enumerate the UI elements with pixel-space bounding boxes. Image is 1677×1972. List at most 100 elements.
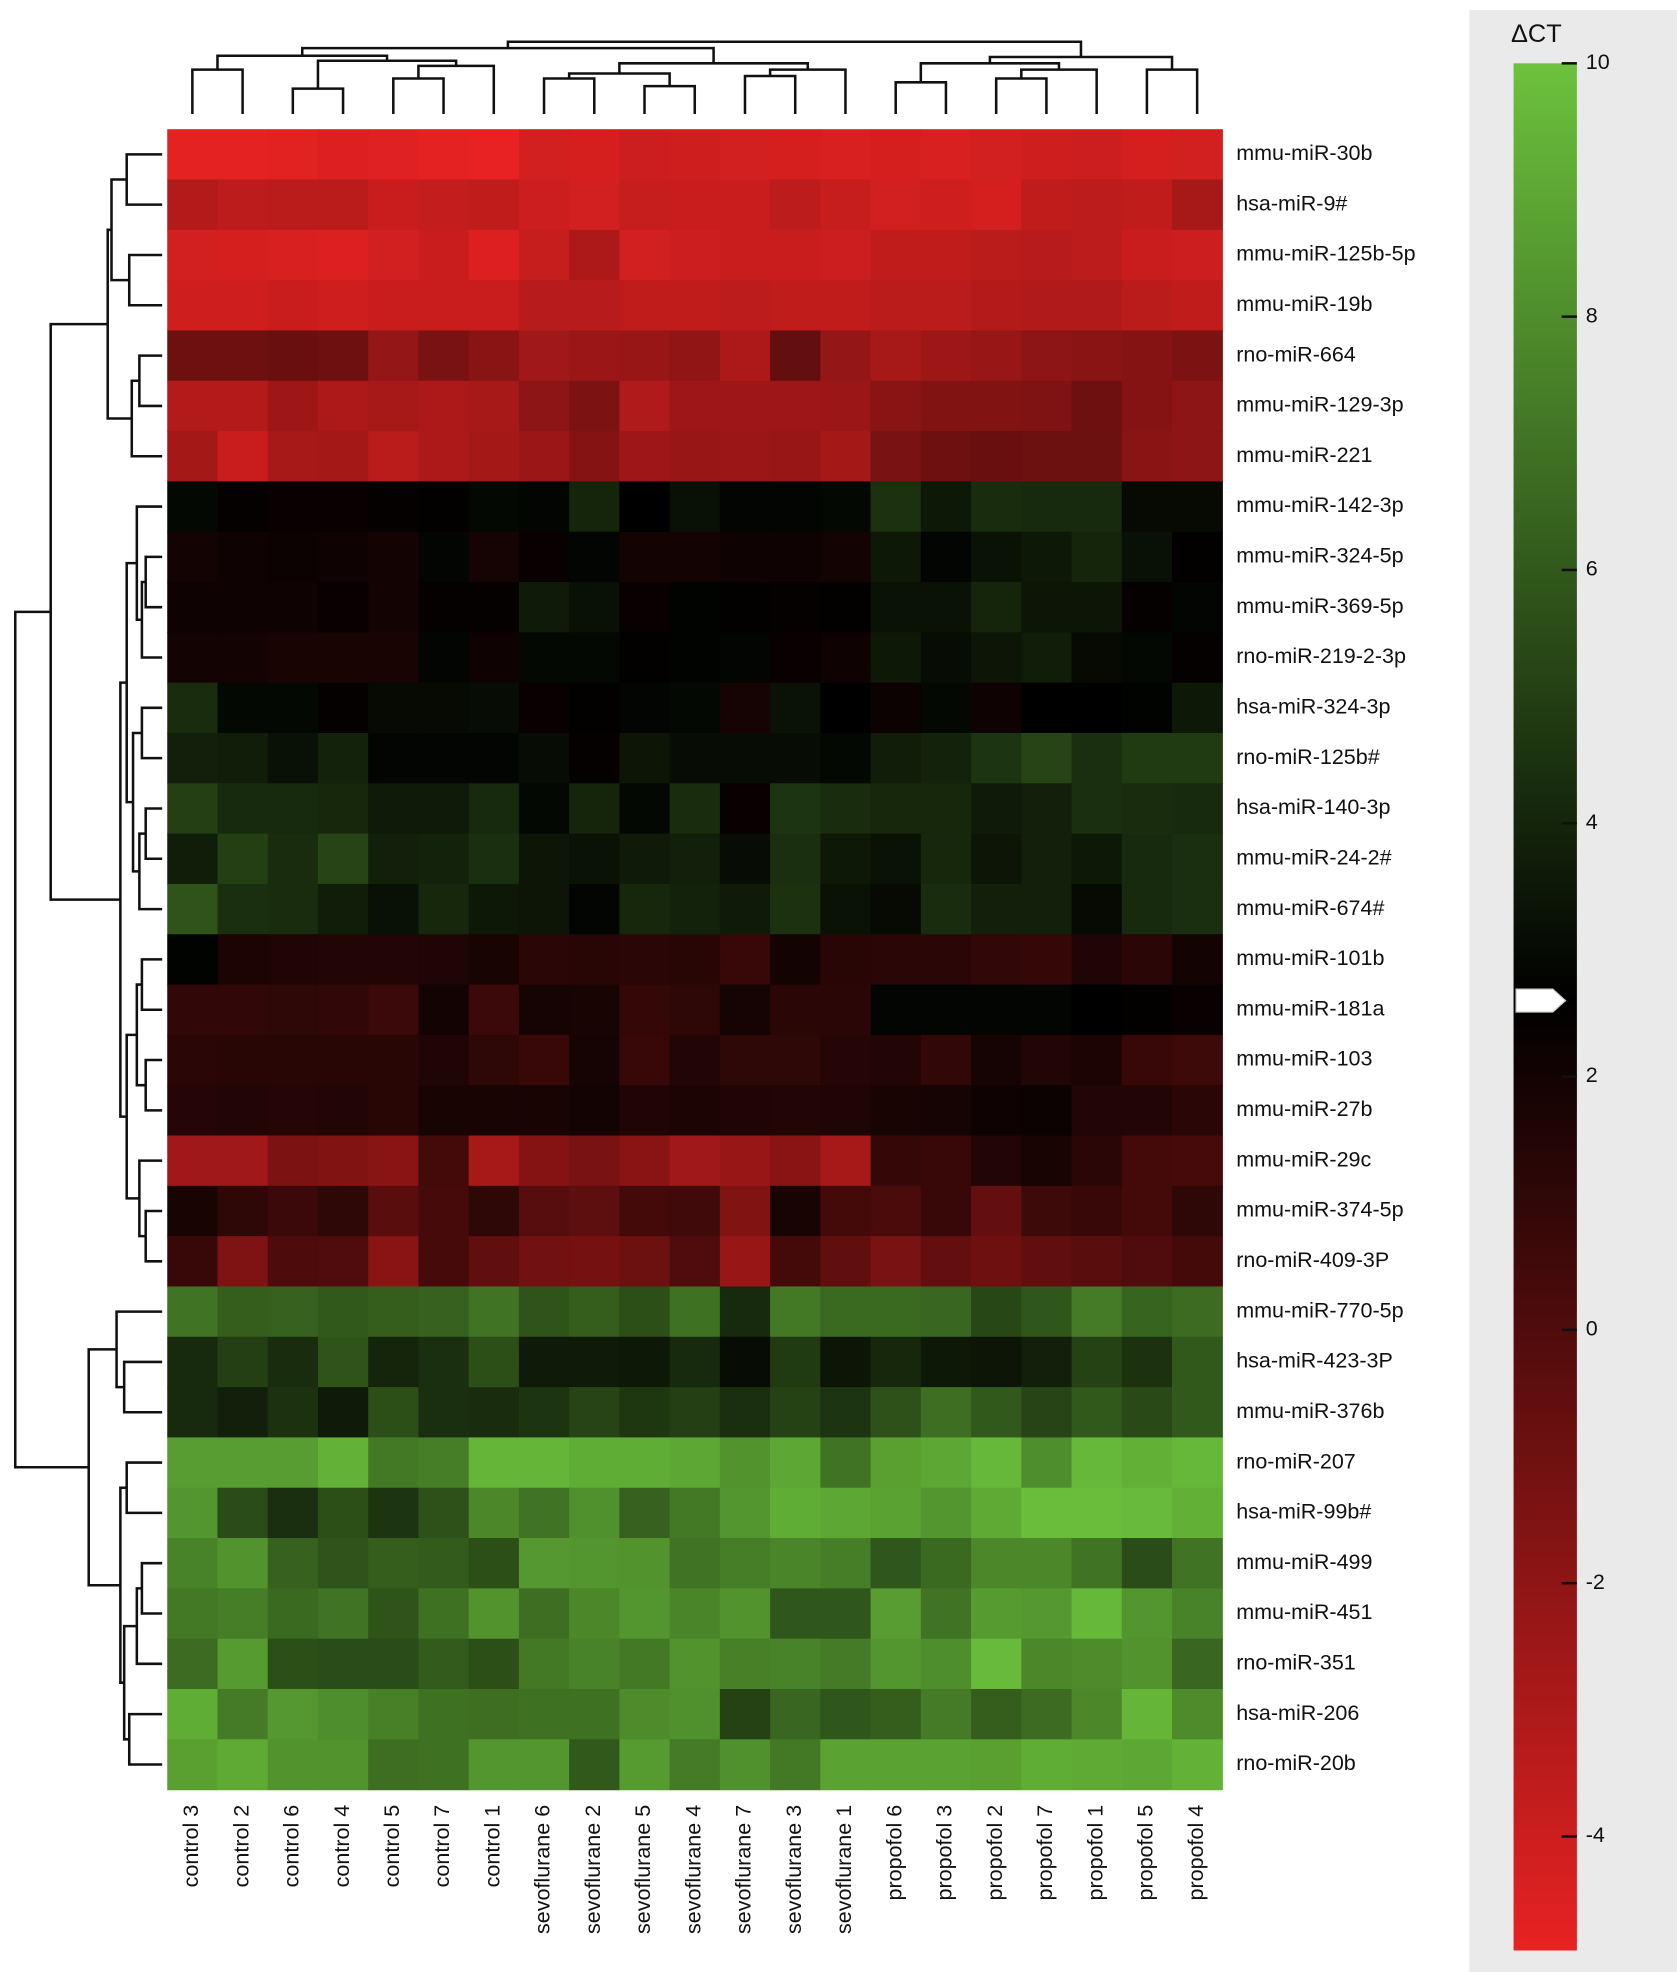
dendrogram-branch xyxy=(1020,68,1098,114)
heatmap-cell xyxy=(1172,380,1223,432)
heatmap-cell xyxy=(820,1185,872,1237)
heatmap-cell xyxy=(1071,1538,1123,1589)
heatmap-cell xyxy=(870,1638,922,1690)
heatmap-cell xyxy=(820,1688,872,1740)
heatmap-cell xyxy=(1121,1185,1173,1237)
heatmap-cell xyxy=(669,732,721,784)
heatmap-cell xyxy=(418,229,470,281)
heatmap-cell xyxy=(217,1034,269,1086)
heatmap-cell xyxy=(870,531,922,583)
heatmap-cell xyxy=(870,1286,922,1338)
heatmap-cell xyxy=(167,431,219,483)
heatmap-cell xyxy=(368,380,420,432)
heatmap-cell xyxy=(167,531,219,583)
heatmap-cell xyxy=(1021,280,1073,332)
heatmap-cell xyxy=(468,1538,520,1589)
heatmap-cell xyxy=(1071,1236,1123,1288)
heatmap-cell xyxy=(368,481,420,533)
heatmap-cell xyxy=(820,229,872,281)
heatmap-cell xyxy=(317,682,369,734)
heatmap-cell xyxy=(719,1085,771,1137)
heatmap-cell xyxy=(518,1437,570,1489)
heatmap-cell xyxy=(317,380,369,432)
heatmap-cell xyxy=(1121,934,1173,986)
heatmap-cell xyxy=(1021,129,1073,181)
heatmap-cell xyxy=(468,833,520,885)
heatmap-cell xyxy=(870,833,922,885)
heatmap-cell xyxy=(1172,1336,1223,1388)
heatmap-cell xyxy=(669,481,721,533)
heatmap-cell xyxy=(669,1387,721,1439)
heatmap-cell xyxy=(267,682,319,734)
heatmap-cell xyxy=(971,129,1022,181)
heatmap-cell xyxy=(719,732,771,784)
heatmap-cell xyxy=(1121,229,1173,281)
heatmap-cell xyxy=(1021,229,1073,281)
heatmap-cell xyxy=(317,783,369,835)
row-label: mmu-miR-24-2# xyxy=(1236,845,1391,869)
heatmap-cell xyxy=(820,431,872,483)
heatmap-cell xyxy=(971,531,1022,583)
heatmap-cell xyxy=(518,129,570,181)
heatmap-cell xyxy=(770,330,821,382)
heatmap-cell xyxy=(719,783,771,835)
heatmap-cell xyxy=(870,1739,922,1791)
heatmap-cell xyxy=(1021,732,1073,784)
heatmap-cell xyxy=(418,783,470,835)
heatmap-cell xyxy=(820,1286,872,1338)
heatmap-cell xyxy=(971,1085,1022,1137)
heatmap-cell xyxy=(920,280,972,332)
heatmap-cell xyxy=(317,229,369,281)
heatmap-cell xyxy=(920,330,972,382)
heatmap-cell xyxy=(518,1135,570,1187)
colorbar-tick-label: 6 xyxy=(1586,557,1598,581)
heatmap-cell xyxy=(820,330,872,382)
dendrogram-branch xyxy=(144,1209,163,1263)
heatmap-cell xyxy=(167,1538,219,1589)
heatmap-cell xyxy=(167,682,219,734)
heatmap-cell xyxy=(569,783,621,835)
heatmap-cell xyxy=(971,1185,1022,1237)
heatmap-cell xyxy=(1172,229,1223,281)
heatmap-cell xyxy=(1121,1085,1173,1137)
heatmap-cell xyxy=(217,1236,269,1288)
heatmap-cell xyxy=(820,280,872,332)
heatmap-cell xyxy=(971,1739,1022,1791)
heatmap-cell xyxy=(267,1739,319,1791)
heatmap-cell xyxy=(317,1085,369,1137)
heatmap-cell xyxy=(1071,1437,1123,1489)
row-label: mmu-miR-221 xyxy=(1236,443,1372,467)
heatmap-cell xyxy=(267,229,319,281)
heatmap-cell xyxy=(669,431,721,483)
heatmap-cell xyxy=(217,380,269,432)
heatmap-cell xyxy=(870,783,922,835)
column-label: propofol 7 xyxy=(1033,1805,1057,1901)
heatmap-cell xyxy=(1172,1387,1223,1439)
heatmap-cell xyxy=(1071,229,1123,281)
heatmap-cell xyxy=(1071,783,1123,835)
heatmap-cell xyxy=(468,481,520,533)
heatmap-cell xyxy=(418,1437,470,1489)
heatmap-cell xyxy=(1071,883,1123,935)
heatmap-cell xyxy=(317,1236,369,1288)
heatmap-cell xyxy=(719,1588,771,1640)
heatmap-cell xyxy=(971,481,1022,533)
heatmap-cell xyxy=(1071,682,1123,734)
colorbar-label: ΔCT xyxy=(1511,20,1562,48)
column-label: control 4 xyxy=(330,1805,354,1888)
heatmap-cell xyxy=(468,179,520,231)
heatmap-cell xyxy=(770,1487,821,1539)
row-label: mmu-miR-181a xyxy=(1236,996,1384,1020)
heatmap-cell xyxy=(1172,732,1223,784)
heatmap-cell xyxy=(518,1085,570,1137)
heatmap-cell xyxy=(569,330,621,382)
heatmap-cell xyxy=(518,330,570,382)
heatmap-cell xyxy=(1021,783,1073,835)
column-label: sevoflurane 4 xyxy=(681,1805,705,1934)
heatmap-cell xyxy=(518,732,570,784)
heatmap-cell xyxy=(971,1236,1022,1288)
heatmap-cell xyxy=(368,1336,420,1388)
heatmap-cell xyxy=(1021,833,1073,885)
heatmap-cell xyxy=(870,1135,922,1187)
heatmap-cell xyxy=(468,1638,520,1690)
